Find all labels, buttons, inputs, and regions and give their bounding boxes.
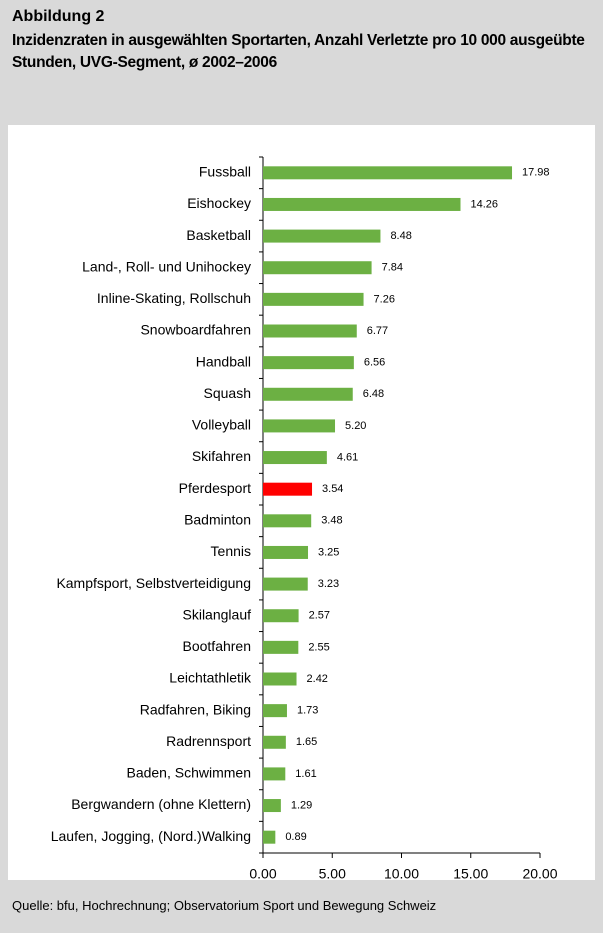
- value-label: 8.48: [390, 230, 411, 242]
- bar: [263, 292, 364, 306]
- y-tick-label: Kampfsport, Selbstverteidigung: [56, 575, 251, 591]
- x-tick-label: 15.00: [453, 866, 488, 880]
- value-label: 1.73: [297, 705, 318, 717]
- value-label: 1.29: [291, 799, 312, 811]
- bar: [263, 640, 299, 654]
- bar: [263, 514, 312, 528]
- bar: [263, 735, 286, 749]
- value-label: 17.98: [522, 167, 550, 179]
- bar: [263, 356, 354, 370]
- value-label: 6.48: [363, 388, 384, 400]
- value-label: 7.26: [374, 293, 395, 305]
- y-tick-label: Radfahren, Biking: [140, 701, 251, 717]
- y-tick-label: Inline-Skating, Rollschuh: [97, 290, 251, 306]
- chart: 0.00 5.00 10.00 15.00 20.00 Fussball 17.98 Eish…: [8, 125, 595, 880]
- y-tick-label: Land-, Roll- und Unihockey: [82, 258, 251, 274]
- value-label: 3.48: [321, 515, 342, 527]
- y-tick-label: Basketball: [186, 227, 251, 243]
- y-tick-label: Leichtathletik: [169, 670, 252, 686]
- value-label: 3.54: [322, 483, 343, 495]
- y-tick-label: Bootfahren: [183, 638, 252, 654]
- x-tick-label: 20.00: [522, 866, 557, 880]
- bar: [263, 577, 308, 591]
- value-label: 7.84: [382, 262, 403, 274]
- y-tick-label: Radrennsport: [166, 733, 251, 749]
- y-tick-label: Snowboardfahren: [140, 322, 251, 338]
- bar: [263, 324, 357, 338]
- x-tick-label: 5.00: [319, 866, 346, 880]
- x-tick-label: 10.00: [384, 866, 419, 880]
- bar: [263, 229, 381, 243]
- value-label: 2.42: [307, 673, 328, 685]
- bar: [263, 767, 286, 781]
- bar: [263, 672, 297, 686]
- bar: [263, 482, 313, 496]
- panel: [8, 125, 595, 880]
- bar: [263, 451, 327, 465]
- value-label: 6.77: [367, 325, 388, 337]
- bar: [263, 261, 372, 275]
- y-tick-label: Handball: [196, 353, 251, 369]
- y-tick-label: Tennis: [211, 543, 251, 559]
- y-tick-label: Skifahren: [192, 448, 251, 464]
- bar: [263, 545, 309, 559]
- value-label: 14.26: [471, 198, 499, 210]
- bar: [263, 419, 336, 433]
- source: Quelle: bfu, Hochrechnung; Observatorium…: [12, 898, 437, 913]
- y-tick-label: Fussball: [199, 164, 251, 180]
- y-tick-label: Volleyball: [192, 417, 251, 433]
- bar: [263, 387, 353, 401]
- title: Abbildung 2: [12, 8, 105, 25]
- value-label: 0.89: [285, 831, 306, 843]
- y-tick-label: Baden, Schwimmen: [126, 765, 251, 781]
- value-label: 4.61: [337, 451, 358, 463]
- bar: [263, 609, 299, 623]
- bar: [263, 799, 281, 813]
- value-label: 2.55: [308, 641, 329, 653]
- y-tick-label: Laufen, Jogging, (Nord.)Walking: [51, 828, 251, 844]
- bar: [263, 704, 287, 718]
- y-tick-label: Badminton: [184, 512, 251, 528]
- bar: [263, 166, 513, 180]
- subtitle: Inzidenzraten in ausgewählten Sportarten…: [12, 32, 585, 71]
- value-label: 2.57: [309, 610, 330, 622]
- value-label: 3.25: [318, 546, 339, 558]
- y-tick-label: Skilanglauf: [183, 606, 252, 622]
- y-tick-label: Bergwandern (ohne Klettern): [71, 796, 251, 812]
- y-tick-label: Squash: [204, 385, 251, 401]
- y-tick-label: Pferdesport: [179, 480, 251, 496]
- y-tick-label: Eishockey: [187, 195, 251, 211]
- bar: [263, 197, 461, 211]
- value-label: 6.56: [364, 357, 385, 369]
- value-label: 5.20: [345, 420, 366, 432]
- value-label: 3.23: [318, 578, 339, 590]
- x-tick-label: 0.00: [249, 866, 276, 880]
- bar: [263, 830, 276, 844]
- value-label: 1.61: [295, 768, 316, 780]
- value-label: 1.65: [296, 736, 317, 748]
